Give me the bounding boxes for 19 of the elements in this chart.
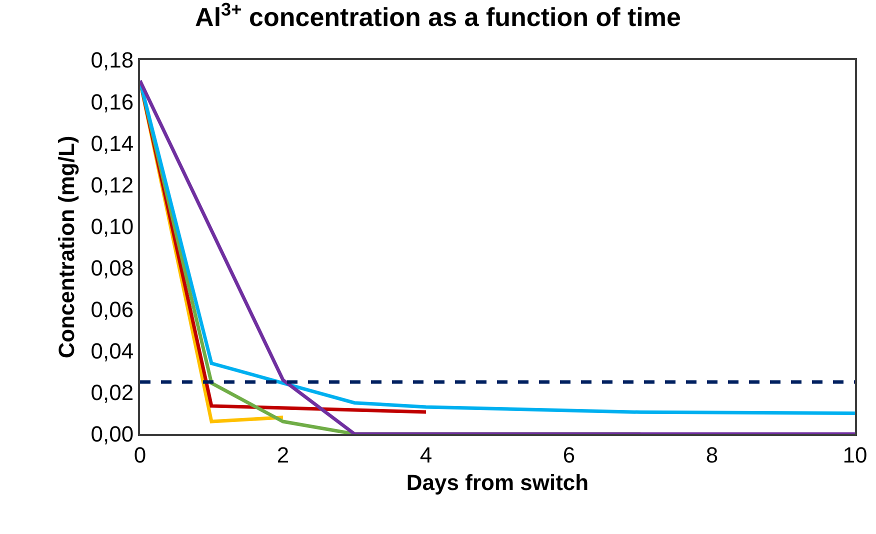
y-tick-label: 0,14 <box>90 130 134 156</box>
y-tick-label: 0,00 <box>90 422 134 447</box>
y-tick-label: 0,10 <box>90 214 134 239</box>
chart-title: Al$^{3+}$ concentration as a function of time <box>195 0 681 32</box>
y-tick-label: 0,04 <box>90 338 134 364</box>
y-tick-label: 0,08 <box>90 255 134 280</box>
x-tick-label: 10 <box>842 442 868 468</box>
y-tick-label: 0,02 <box>90 380 134 406</box>
x-tick-label: 8 <box>706 442 718 468</box>
x-axis-title: Days from switch <box>406 470 589 495</box>
y-tick-label: 0,16 <box>90 89 134 114</box>
y-tick-label: 0,12 <box>90 172 134 198</box>
x-tick-label: 2 <box>276 442 290 468</box>
y-axis-title: Concentration (mg/L) <box>54 136 80 358</box>
x-tick-label: 0 <box>134 442 146 468</box>
y-tick-label: 0,18 <box>90 48 134 73</box>
y-tick-label: 0,06 <box>90 297 134 322</box>
x-tick-label: 6 <box>562 442 576 468</box>
x-tick-label: 4 <box>420 442 432 468</box>
